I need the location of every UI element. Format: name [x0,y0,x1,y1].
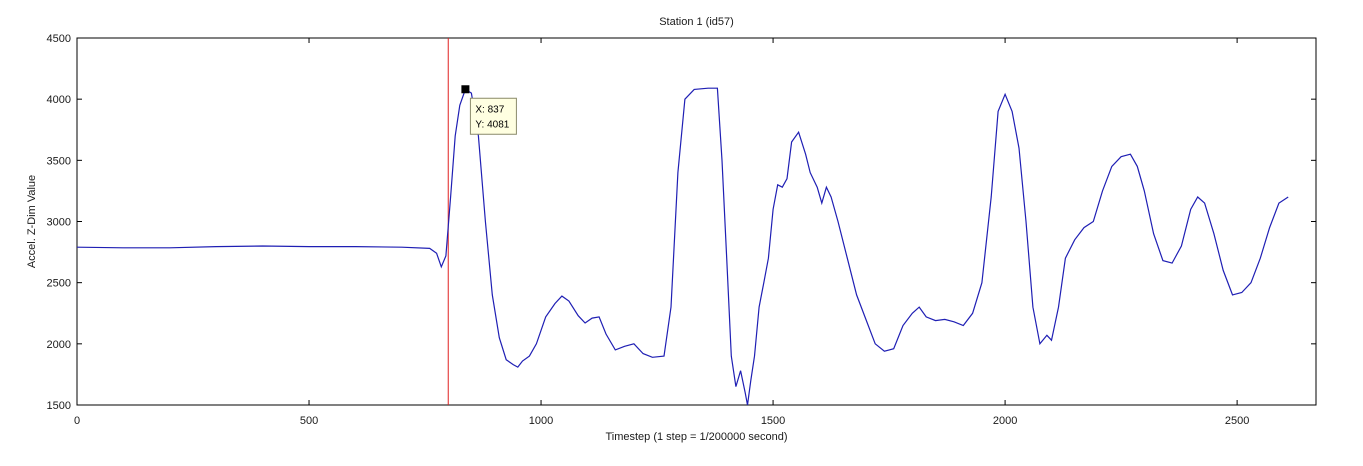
y-axis-title: Accel. Z-Dim Value [26,175,38,268]
series-line [77,87,1289,405]
x-tick-label: 1000 [529,415,553,427]
chart-title: Station 1 (id57) [659,16,734,28]
x-tick-label: 1500 [761,415,785,427]
y-tick-label: 2000 [47,339,71,351]
y-tick-label: 3500 [47,155,71,167]
y-tick-label: 1500 [47,400,71,412]
y-tick-label: 4500 [47,33,71,45]
x-tick-label: 2500 [1225,415,1249,427]
x-tick-label: 0 [74,415,80,427]
x-axis-title: Timestep (1 step = 1/200000 second) [605,431,787,443]
axis-ticks [76,37,1316,406]
datatip-y-text: Y: 4081 [475,119,509,130]
y-tick-label: 3000 [47,217,71,229]
datatip[interactable]: X: 837 Y: 4081 [469,97,517,135]
datatip-box [469,97,517,135]
datatip-marker[interactable] [461,85,470,94]
x-tick-label: 2000 [993,415,1017,427]
y-tick-label: 2500 [47,278,71,290]
y-tick-label: 4000 [47,94,71,106]
axis-tick-labels: 0 500 1000 1500 2000 2500 1500 2000 2500 3000 3500… [47,33,1250,427]
x-tick-label: 500 [300,415,318,427]
datatip-x-text: X: 837 [475,104,504,115]
plot-area [76,37,1317,406]
